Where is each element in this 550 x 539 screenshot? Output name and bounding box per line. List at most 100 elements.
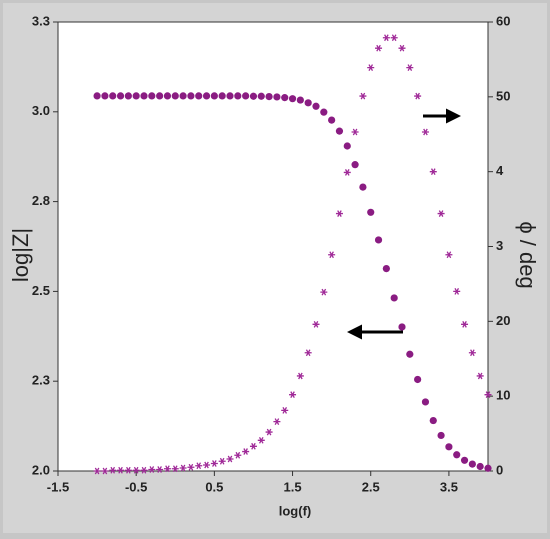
impedance-point [218,92,226,100]
y-tick-label: 2.5 [32,283,50,298]
impedance-point [288,95,297,103]
y-tick-label: 2.8 [32,193,50,208]
phase-point [398,44,406,52]
phase-point [429,168,437,176]
impedance-point [234,92,242,100]
impedance-point [414,375,422,384]
phase-point [304,349,312,357]
phase-point [351,128,359,136]
phase-point [226,455,234,463]
impedance-point [132,92,140,100]
impedance-point [468,460,476,468]
impedance-point [265,93,273,101]
phase-point [390,34,398,42]
impedance-point [171,92,179,100]
phase-point [257,436,265,444]
phase-point [242,448,250,455]
x-tick-label: 3.5 [440,479,458,494]
impedance-point [179,92,187,100]
impedance-point [124,92,132,100]
phase-point [476,372,484,380]
phase-point [234,451,242,459]
phase-point [171,465,179,473]
phase-point [203,461,211,469]
phase-point [289,391,297,399]
impedance-point [210,92,218,100]
phase-point [296,372,304,380]
y2-tick-label: 10 [496,388,510,403]
impedance-point [101,92,109,100]
phase-point [281,407,289,414]
phase-point [484,391,492,399]
phase-point [382,34,390,42]
phase-point [117,466,125,474]
phase-point [156,466,164,473]
phase-point [421,128,429,136]
impedance-point [374,236,383,244]
impedance-point [335,127,344,135]
phase-point [109,466,117,474]
impedance-point [187,92,195,100]
phase-point [437,210,445,217]
impedance-point [429,416,437,425]
phase-point [468,349,476,357]
impedance-point [249,92,258,100]
y2-tick-label: 60 [496,13,510,28]
phase-point [249,442,257,450]
impedance-point [476,462,484,471]
phase-point [187,463,195,471]
phase-point [195,462,203,470]
impedance-point [226,92,234,100]
impedance-point [195,92,203,100]
impedance-point [351,161,359,169]
impedance-point [93,92,101,100]
impedance-point [156,92,164,100]
x-tick-label: -0.5 [125,479,147,494]
phase-point [414,92,422,100]
phase-point [163,465,171,473]
phase-point [101,467,109,475]
x-tick-label: 1.5 [284,479,302,494]
impedance-point [116,92,125,100]
phase-point [312,320,320,328]
impedance-point [320,108,328,116]
impedance-point [296,96,304,104]
impedance-point [109,92,117,100]
phase-point [132,466,140,474]
x-tick-label: -1.5 [47,479,69,494]
y2-tick-label: 4 [496,163,504,178]
phase-point [218,457,226,465]
y2-tick-label: 50 [496,88,510,103]
phase-point [320,288,328,296]
impedance-point [437,431,445,440]
y2-tick-label: 20 [496,313,510,328]
y-tick-label: 2.0 [32,462,50,477]
x-tick-label: 0.5 [205,479,223,494]
impedance-point [460,456,469,464]
x-axis-label: log(f) [279,503,311,518]
impedance-point [140,92,148,100]
impedance-point [445,443,453,451]
impedance-point [202,92,211,100]
phase-point [367,64,375,72]
impedance-point [257,92,265,100]
phase-point [453,288,461,295]
phase-point [343,169,351,176]
impedance-point [281,94,289,102]
impedance-point [406,350,414,358]
phase-point [273,418,281,425]
phase-point [335,210,343,217]
phase-point [328,251,336,259]
phase-point [179,464,187,472]
phase-point [445,251,453,259]
phase-point [124,466,132,474]
impedance-point [148,92,156,100]
y-tick-label: 3.3 [32,13,50,28]
phase-point [265,428,273,436]
phase-point [148,466,156,473]
impedance-point [367,208,375,216]
y-axis-label: log|Z| [8,228,33,282]
phase-point [359,92,367,100]
phase-point [140,466,148,474]
impedance-point [421,398,430,406]
